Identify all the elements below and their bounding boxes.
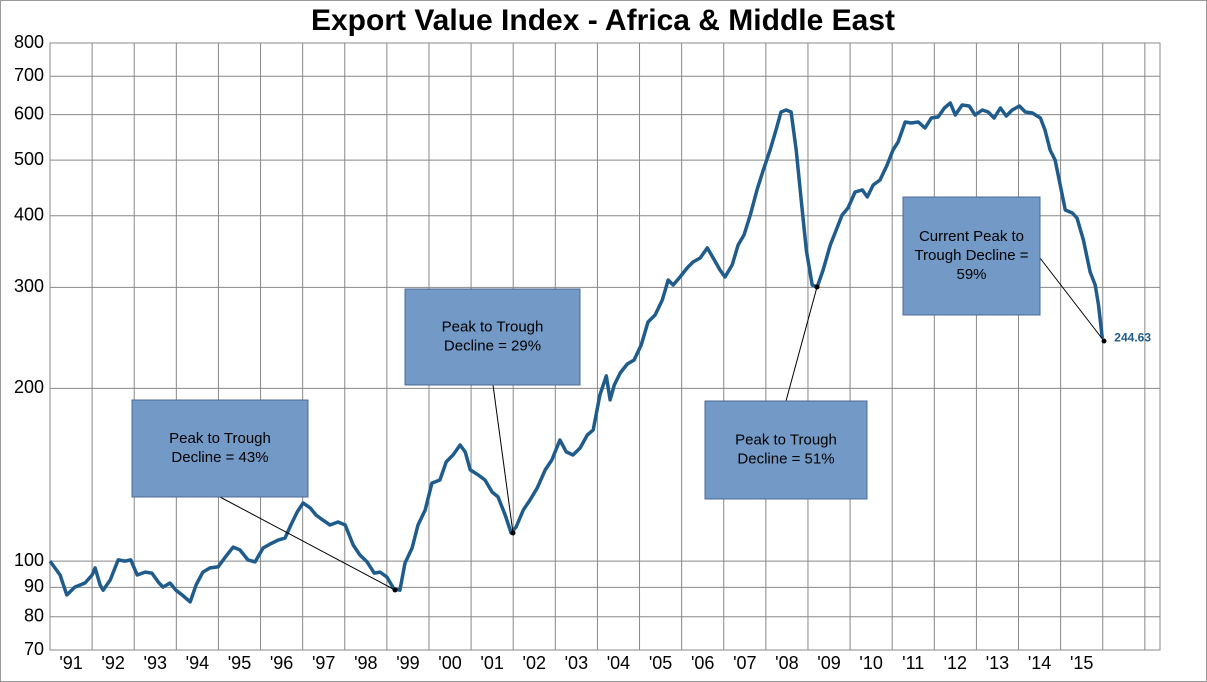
annotation-dot [814, 284, 820, 290]
x-tick-label: '14 [1028, 653, 1051, 673]
x-tick-label: '08 [775, 653, 798, 673]
x-tick-label: '94 [186, 653, 209, 673]
annotation-pointer [1039, 257, 1105, 342]
x-tick-label: '96 [270, 653, 293, 673]
annotation-box [902, 196, 1041, 316]
annotation-dot [1101, 338, 1107, 344]
end-value-label: 244.63 [1114, 330, 1151, 344]
data-line [48, 101, 1105, 604]
x-tick-label: '03 [565, 653, 588, 673]
annotation-text: Peak to Trough [169, 430, 271, 447]
y-tick-label: 200 [14, 377, 44, 397]
x-tick-label: '91 [59, 653, 82, 673]
y-tick-label: 300 [14, 276, 44, 296]
x-tick-label: '99 [396, 653, 419, 673]
annotation-text: Decline = 51% [737, 450, 834, 467]
annotation-box [704, 400, 868, 500]
chart-title: Export Value Index - Africa & Middle Eas… [311, 4, 895, 37]
x-tick-label: '95 [228, 653, 251, 673]
x-tick-label: '92 [101, 653, 124, 673]
annotation-text: 59% [956, 266, 986, 283]
annotation-pointer [785, 286, 818, 402]
y-tick-label: 90 [24, 576, 44, 596]
y-tick-label: 700 [14, 65, 44, 85]
y-tick-label: 500 [14, 149, 44, 169]
x-tick-label: '07 [733, 653, 756, 673]
x-tick-label: '02 [523, 653, 546, 673]
x-tick-label: '93 [144, 653, 167, 673]
x-tick-label: '15 [1070, 653, 1093, 673]
annotation-box [131, 399, 309, 498]
y-tick-label: 800 [14, 32, 44, 52]
x-tick-label: '00 [438, 653, 461, 673]
y-tick-label: 80 [24, 605, 44, 625]
annotation-pointer [492, 384, 514, 534]
x-tick-label: '01 [480, 653, 503, 673]
x-tick-label: '06 [691, 653, 714, 673]
annotation-text: Decline = 29% [444, 337, 541, 354]
x-tick-label: '97 [312, 653, 335, 673]
annotation-pointer [219, 496, 396, 591]
annotation-dot [510, 530, 516, 536]
x-tick-label: '04 [607, 653, 630, 673]
x-tick-label: '05 [649, 653, 672, 673]
annotation-box [404, 288, 581, 386]
y-tick-label: 600 [14, 103, 44, 123]
annotation-text: Current Peak to [919, 228, 1024, 245]
x-tick-label: '98 [354, 653, 377, 673]
plot-area [49, 42, 1161, 651]
x-tick-label: '09 [817, 653, 840, 673]
annotation-text: Decline = 43% [171, 449, 268, 466]
x-tick-label: '13 [986, 653, 1009, 673]
y-tick-label: 70 [24, 639, 44, 659]
y-tick-label: 100 [14, 550, 44, 570]
annotation-dot [392, 587, 398, 593]
x-tick-label: '12 [944, 653, 967, 673]
annotation-text: Peak to Trough [442, 318, 544, 335]
annotation-text: Peak to Trough [735, 431, 837, 448]
y-tick-label: 400 [14, 204, 44, 224]
annotation-text: Trough Decline = [914, 247, 1028, 264]
x-tick-label: '10 [859, 653, 882, 673]
x-tick-label: '11 [902, 653, 924, 673]
